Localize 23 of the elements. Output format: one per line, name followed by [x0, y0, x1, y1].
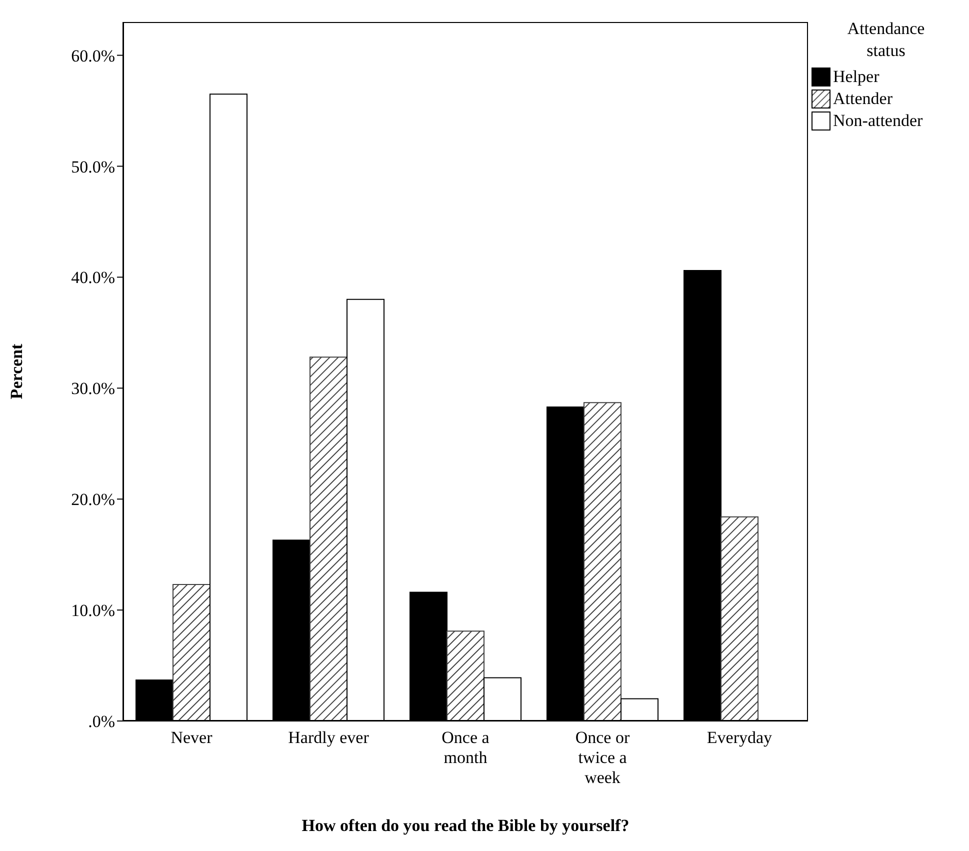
y-tick-label: 30.0% [71, 379, 115, 398]
legend-title: Attendance status [846, 18, 926, 62]
bar [446, 630, 484, 721]
x-tick-label: Never [170, 728, 213, 747]
y-tick-label: 20.0% [71, 490, 115, 510]
y-tick-label: 50.0% [71, 157, 115, 176]
x-tick-label: Hardly ever [288, 728, 370, 747]
x-tick-label: Everyday [706, 728, 773, 747]
bar [720, 516, 758, 721]
text: Attender [833, 89, 892, 109]
x-tick-label: Once or twice a week [575, 728, 630, 787]
y-tick-label: 60.0% [71, 46, 115, 66]
x-axis-title: How often do you read the Bible by yourself? [302, 816, 630, 835]
x-tick-label: Once a month [442, 728, 490, 767]
bar [172, 584, 210, 721]
y-tick-label: 40.0% [71, 268, 115, 288]
y-axis-title: Percent [7, 343, 26, 400]
bar [310, 356, 348, 721]
y-tick-label: 10.0% [71, 601, 115, 620]
y-tick-label: .0% [88, 712, 115, 732]
bar [584, 402, 622, 721]
legend-label: Non-attender [833, 111, 923, 131]
legend-label: Helper [833, 67, 880, 87]
